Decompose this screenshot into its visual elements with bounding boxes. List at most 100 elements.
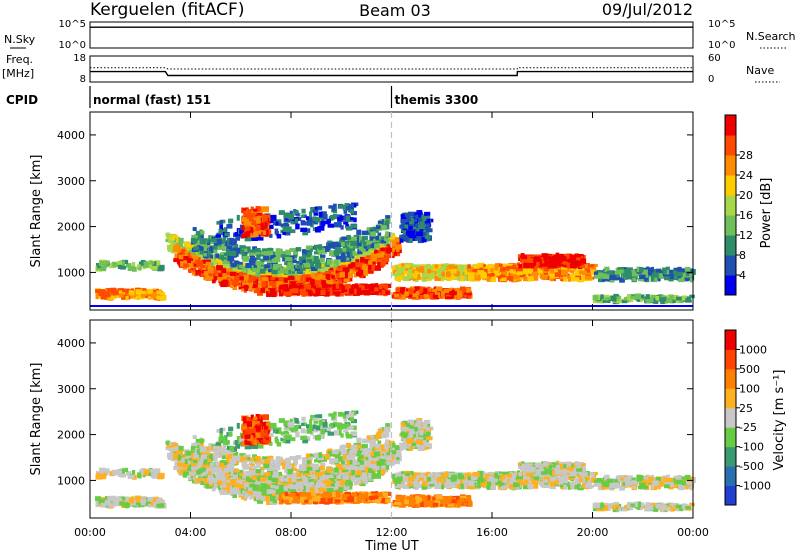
power-range-gate-cell — [272, 281, 276, 288]
power-range-gate-cell — [432, 294, 439, 299]
power-range-gate-cell — [460, 275, 467, 281]
power-range-gate-cell — [320, 289, 326, 295]
power-range-gate-cell — [135, 289, 143, 295]
power-range-gate-cell — [326, 218, 331, 224]
power-range-gate-cell — [231, 279, 239, 286]
power-range-gate-cell — [218, 254, 223, 260]
power-range-gate-cell — [396, 248, 400, 253]
power-range-gate-cell — [256, 254, 261, 261]
power-range-gate-cell — [664, 276, 670, 281]
power-range-gate-cell — [523, 268, 531, 274]
power-range-gate-cell — [631, 272, 638, 279]
cpid-mode-label: normal (fast) 151 — [93, 93, 211, 107]
power-range-gate-cell — [255, 230, 262, 235]
power-range-gate-cell — [685, 278, 689, 282]
power-range-gate-cell — [410, 293, 417, 298]
velocity-range-gate-cell — [123, 500, 129, 504]
power-range-gate-cell — [147, 262, 152, 268]
power-range-gate-cell — [405, 266, 412, 271]
power-range-gate-cell — [581, 270, 586, 275]
power-range-gate-cell — [368, 260, 373, 265]
power-range-gate-cell — [262, 288, 270, 294]
power-range-gate-cell — [429, 292, 434, 298]
power-range-gate-cell — [282, 288, 290, 292]
power-range-gate-cell — [380, 252, 385, 258]
power-range-gate-cell — [333, 265, 340, 269]
power-range-gate-cell — [565, 275, 569, 279]
power-range-gate-cell — [301, 274, 308, 279]
power-range-gate-cell — [419, 227, 424, 232]
power-range-gate-cell — [269, 288, 276, 294]
power-range-gate-cell — [290, 218, 296, 225]
power-range-gate-cell — [396, 268, 403, 274]
power-range-gate-cell — [574, 254, 582, 258]
power-range-gate-cell — [652, 268, 659, 274]
power-range-gate-cell — [251, 224, 258, 230]
velocity-range-gate-cell — [97, 472, 101, 476]
power-range-gate-cell — [219, 224, 224, 230]
power-range-gate-cell — [480, 272, 488, 279]
power-range-gate-cell — [402, 224, 409, 229]
power-range-gate-cell — [570, 269, 575, 274]
power-range-gate-cell — [299, 284, 304, 291]
power-range-gate-cell — [345, 215, 351, 221]
power-range-gate-cell — [467, 276, 474, 282]
power-range-gate-cell — [443, 288, 450, 294]
power-range-gate-cell — [338, 221, 342, 228]
power-range-gate-cell — [352, 266, 359, 272]
power-range-gate-cell — [340, 251, 345, 257]
power-range-gate-cell — [264, 264, 271, 269]
power-range-gate-cell — [442, 263, 448, 268]
power-range-gate-cell — [622, 275, 628, 280]
velocity-range-gate-cell — [143, 469, 149, 476]
power-range-gate-cell — [373, 243, 380, 249]
power-range-gate-cell — [140, 290, 147, 296]
power-range-gate-cell — [245, 267, 250, 274]
power-range-gate-cell — [305, 245, 310, 251]
power-range-gate-cell — [335, 255, 343, 260]
power-range-gate-cell — [689, 277, 694, 283]
power-range-gate-cell — [318, 251, 322, 256]
power-range-gate-cell — [448, 274, 455, 280]
power-range-gate-cell — [283, 277, 288, 283]
power-range-gate-cell — [378, 257, 384, 263]
power-range-gate-cell — [196, 249, 202, 255]
power-range-gate-cell — [205, 275, 213, 281]
power-range-gate-cell — [374, 265, 381, 271]
power-color-swatch — [725, 255, 736, 276]
power-range-gate-cell — [375, 225, 381, 229]
velocity-range-gate-cell — [120, 504, 125, 508]
power-range-gate-cell — [578, 270, 583, 275]
power-range-gate-cell — [275, 248, 283, 253]
power-range-gate-cell — [294, 212, 300, 216]
power-range-gate-cell — [294, 218, 299, 224]
power-range-gate-cell — [209, 272, 213, 277]
power-range-gate-cell — [359, 251, 365, 258]
power-range-gate-cell — [374, 287, 379, 293]
velocity-range-gate-cell — [125, 496, 130, 502]
power-range-gate-cell — [421, 236, 425, 243]
power-range-gate-cell — [526, 255, 534, 261]
power-range-gate-cell — [220, 263, 227, 268]
power-range-gate-cell — [258, 250, 264, 257]
power-range-gate-cell — [486, 273, 492, 279]
power-range-gate-cell — [239, 267, 245, 273]
power-range-gate-cell — [260, 258, 265, 263]
power-range-gate-cell — [378, 284, 383, 290]
power-range-gate-cell — [402, 275, 410, 281]
power-range-gate-cell — [262, 230, 267, 236]
power-range-gate-cell — [370, 252, 378, 257]
power-range-gate-cell — [356, 229, 362, 235]
power-range-gate-cell — [540, 263, 547, 267]
power-range-gate-cell — [677, 298, 684, 304]
power-range-gate-cell — [290, 255, 295, 259]
power-range-gate-cell — [647, 269, 654, 276]
power-range-gate-cell — [320, 254, 326, 258]
power-range-gate-cell — [420, 286, 426, 293]
power-range-gate-cell — [374, 257, 380, 262]
power-range-gate-cell — [310, 255, 316, 262]
power-range-gate-cell — [589, 264, 595, 268]
power-range-gate-cell — [241, 225, 246, 231]
power-range-gate-cell — [228, 218, 234, 224]
power-range-gate-cell — [213, 248, 218, 254]
